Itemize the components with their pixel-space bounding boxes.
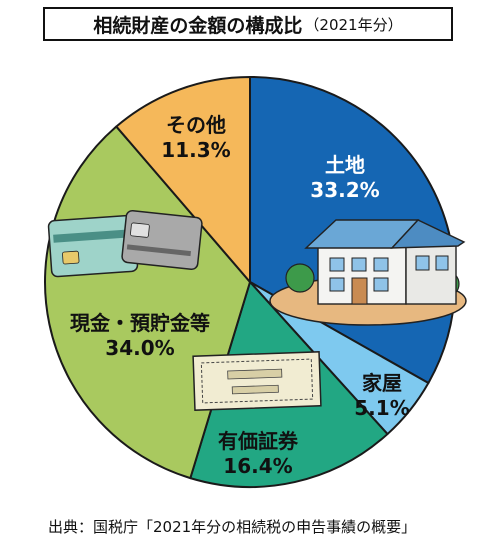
slice-other-label: その他 (166, 113, 226, 137)
slice-land-label: 土地 (325, 153, 365, 177)
house-illustration (269, 219, 467, 326)
slice-other-value: 11.3% (161, 138, 230, 162)
slice-securities-label: 有価証券 (218, 429, 299, 453)
slice-cash-deposits-label: 現金・預貯金等 (70, 311, 210, 335)
slice-buildings-value: 5.1% (354, 396, 409, 420)
slice-land-value: 33.2% (310, 178, 379, 202)
source-note: 出典：国税庁「2021年分の相続税の申告事績の概要」 (48, 518, 417, 536)
slice-securities-value: 16.4% (223, 454, 292, 478)
slice-buildings-label: 家屋 (362, 371, 402, 395)
chart-title-box: 相続財産の金額の構成比 （2021年分） (43, 7, 453, 41)
stock-certificate-illustration (192, 351, 322, 411)
slice-cash-deposits-value: 34.0% (105, 336, 174, 360)
chart-subtitle: （2021年分） (304, 15, 403, 34)
slice-other (115, 76, 251, 283)
chart-title: 相続財産の金額の構成比 (93, 14, 303, 37)
cards-illustration (47, 210, 203, 278)
